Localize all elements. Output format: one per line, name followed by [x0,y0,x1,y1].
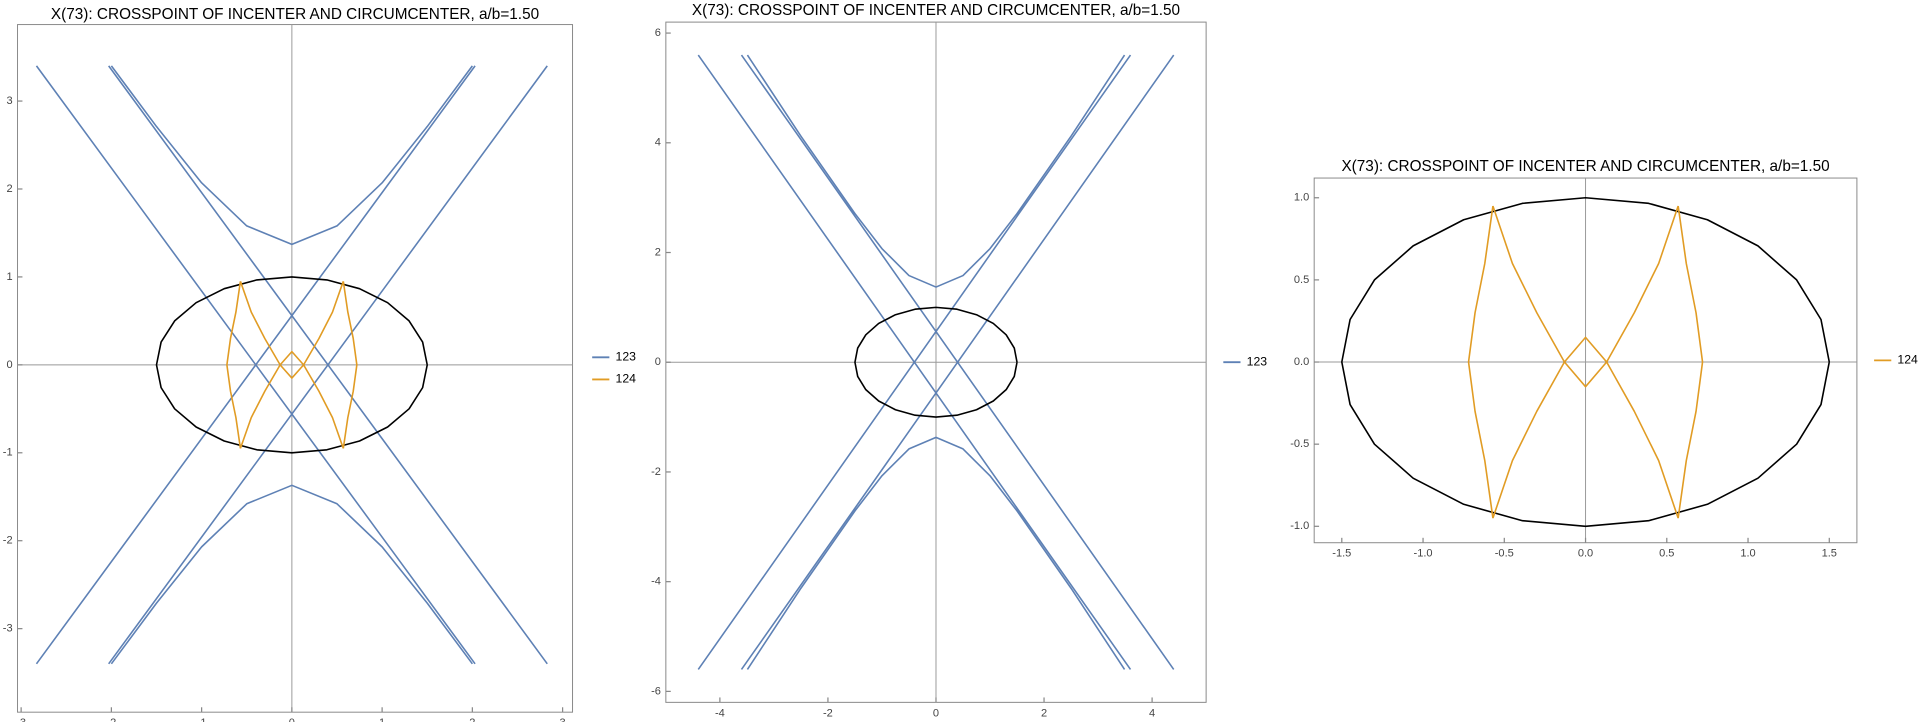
series-line [35,65,548,665]
legend-label: 123 [1247,354,1268,368]
y-tick-label: -1 [3,447,13,459]
x-tick-label: 2 [1041,707,1047,719]
series-line [854,306,1018,418]
y-tick-label: 0.0 [1294,356,1309,368]
x-tick-label: -1.0 [1414,548,1433,560]
y-tick-label: 0 [655,356,661,368]
x-tick-label: -1 [197,717,207,722]
y-tick-label: 1 [6,271,12,283]
y-tick-label: -3 [3,623,13,635]
x-tick-label: -4 [715,707,725,719]
y-tick-label: 0 [6,359,12,371]
y-tick-label: 1.0 [1294,192,1309,204]
plot: X(73): CROSSPOINT OF INCENTER AND CIRCUM… [651,2,1267,719]
y-tick-label: 2 [6,183,12,195]
plot: X(73): CROSSPOINT OF INCENTER AND CIRCUM… [1290,158,1918,560]
series-line [697,54,1175,670]
legend-label: 123 [616,350,637,364]
x-tick-label: 0 [933,707,939,719]
series-line [1341,196,1831,528]
x-tick-label: -0.5 [1495,548,1514,560]
legend-label: 124 [1897,353,1918,367]
x-tick-label: 3 [560,717,566,722]
series-line [1467,205,1704,519]
y-tick-label: -2 [3,535,13,547]
y-tick-label: -0.5 [1290,438,1309,450]
series-line [155,276,429,454]
x-tick-label: -1.5 [1332,548,1351,560]
plot: X(73): CROSSPOINT OF INCENTER AND CIRCUM… [3,6,636,722]
y-tick-label: -2 [651,466,661,478]
y-tick-label: 6 [655,27,661,39]
x-tick-label: -2 [106,717,116,722]
x-tick-label: 0 [289,717,295,722]
series-line [226,281,358,449]
y-tick-label: 2 [655,246,661,258]
chart-title: X(73): CROSSPOINT OF INCENTER AND CIRCUM… [692,2,1180,19]
legend-label: 124 [616,372,637,386]
x-tick-label: 1.0 [1740,548,1755,560]
plot-frame [17,24,574,713]
y-tick-label: 0.5 [1294,274,1309,286]
x-tick-label: -3 [16,717,26,722]
x-tick-label: 0.0 [1578,548,1593,560]
x-tick-label: 1 [379,717,385,722]
y-tick-label: -6 [651,685,661,697]
chart-title: X(73): CROSSPOINT OF INCENTER AND CIRCUM… [51,6,539,23]
x-tick-label: -2 [823,707,833,719]
y-tick-label: 3 [6,95,12,107]
chart-title: X(73): CROSSPOINT OF INCENTER AND CIRCUM… [1341,158,1829,175]
y-tick-label: 4 [655,137,661,149]
x-tick-label: 2 [469,717,475,722]
y-tick-label: -1.0 [1290,520,1309,532]
y-tick-label: -4 [651,576,661,588]
x-tick-label: 4 [1149,707,1155,719]
x-tick-label: 1.5 [1822,548,1837,560]
x-tick-label: 0.5 [1659,548,1674,560]
